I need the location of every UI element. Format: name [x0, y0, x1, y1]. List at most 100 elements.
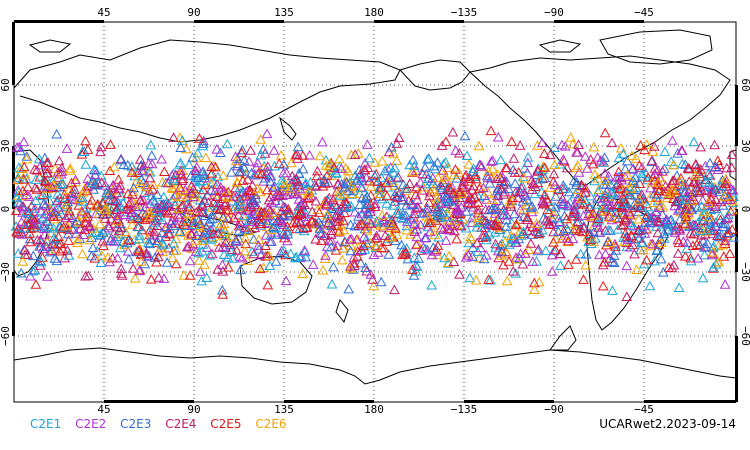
occultation-marker	[142, 165, 154, 175]
occultation-marker	[234, 251, 246, 261]
occultation-marker	[54, 222, 66, 232]
occultation-marker	[703, 211, 715, 222]
occultation-marker	[561, 213, 572, 224]
occultation-marker	[603, 170, 614, 181]
occultation-marker	[401, 220, 413, 231]
occultation-marker	[376, 193, 388, 204]
occultation-marker	[112, 252, 123, 263]
occultation-marker	[450, 145, 462, 155]
occultation-marker	[354, 199, 366, 209]
occultation-marker	[29, 182, 41, 193]
occultation-marker	[410, 165, 422, 175]
occultation-marker	[534, 227, 546, 238]
occultation-marker	[223, 212, 235, 222]
occultation-marker	[306, 206, 318, 216]
occultation-marker	[676, 145, 687, 155]
occultation-marker	[629, 172, 641, 182]
occultation-marker	[703, 197, 714, 208]
occultation-marker	[61, 201, 72, 212]
occultation-marker	[295, 250, 307, 261]
occultation-marker	[644, 240, 656, 251]
occultation-marker	[128, 182, 139, 193]
occultation-marker	[718, 251, 730, 261]
occultation-marker	[724, 248, 736, 258]
occultation-marker	[35, 205, 47, 216]
occultation-marker	[630, 153, 642, 163]
occultation-marker	[240, 186, 252, 197]
occultation-marker	[35, 256, 47, 267]
occultation-marker	[482, 172, 494, 183]
occultation-marker	[158, 273, 170, 283]
occultation-marker	[499, 236, 511, 247]
occultation-marker	[654, 202, 665, 212]
occultation-marker	[633, 160, 645, 170]
occultation-marker	[41, 271, 53, 281]
occultation-marker	[526, 221, 538, 232]
occultation-marker	[463, 158, 475, 169]
occultation-marker	[432, 172, 444, 182]
occultation-marker	[11, 142, 23, 152]
occultation-marker	[171, 245, 182, 255]
occultation-marker	[432, 203, 444, 214]
occultation-marker	[626, 150, 638, 161]
occultation-marker	[389, 162, 401, 173]
occultation-marker	[649, 163, 661, 173]
occultation-marker	[233, 209, 245, 220]
occultation-marker	[196, 275, 207, 286]
occultation-marker	[636, 170, 648, 181]
occultation-marker	[24, 270, 36, 281]
occultation-marker	[669, 227, 681, 237]
occultation-marker	[379, 165, 391, 176]
occultation-marker	[462, 249, 474, 260]
occultation-marker	[156, 227, 168, 238]
occultation-marker	[86, 194, 98, 205]
occultation-marker	[105, 213, 117, 224]
occultation-marker	[484, 177, 496, 188]
occultation-marker	[421, 202, 433, 213]
occultation-marker	[272, 215, 283, 226]
occultation-marker	[15, 163, 27, 173]
lon-tick-label: 90	[187, 6, 200, 19]
occultation-marker	[96, 177, 107, 187]
occultation-marker	[546, 249, 558, 260]
occultation-marker	[539, 162, 551, 172]
occultation-marker	[503, 256, 515, 266]
occultation-marker	[428, 160, 440, 171]
occultation-marker	[220, 204, 232, 215]
occultation-marker	[53, 231, 64, 241]
occultation-marker	[321, 170, 333, 180]
occultation-marker	[215, 147, 226, 157]
occultation-marker	[622, 234, 634, 244]
occultation-marker	[30, 279, 42, 289]
occultation-marker	[587, 210, 598, 220]
occultation-marker	[265, 191, 277, 202]
occultation-marker	[84, 234, 96, 245]
occultation-marker	[528, 277, 540, 288]
occultation-marker	[183, 240, 195, 251]
lon-tick-label: 180	[364, 403, 384, 416]
occultation-marker	[579, 151, 591, 161]
occultation-marker	[204, 225, 216, 236]
occultation-marker	[450, 164, 461, 174]
occultation-marker	[336, 254, 348, 265]
occultation-marker	[144, 207, 155, 217]
occultation-marker	[392, 171, 404, 182]
occultation-marker	[563, 259, 574, 269]
occultation-marker	[628, 184, 640, 194]
occultation-marker	[77, 146, 88, 156]
occultation-marker	[472, 197, 484, 207]
occultation-marker	[356, 192, 368, 203]
lon-tick-label: 135	[274, 6, 294, 19]
occultation-marker	[17, 256, 29, 266]
occultation-marker	[567, 138, 579, 149]
occultation-marker	[641, 139, 653, 149]
occultation-marker	[344, 263, 356, 273]
occultation-marker	[562, 236, 573, 247]
legend-item: C2E5	[210, 417, 242, 431]
occultation-marker	[419, 232, 431, 243]
occultation-marker	[157, 176, 169, 187]
occultation-marker	[175, 142, 187, 152]
occultation-marker	[466, 184, 478, 195]
occultation-marker	[701, 184, 713, 195]
occultation-marker	[322, 177, 334, 188]
